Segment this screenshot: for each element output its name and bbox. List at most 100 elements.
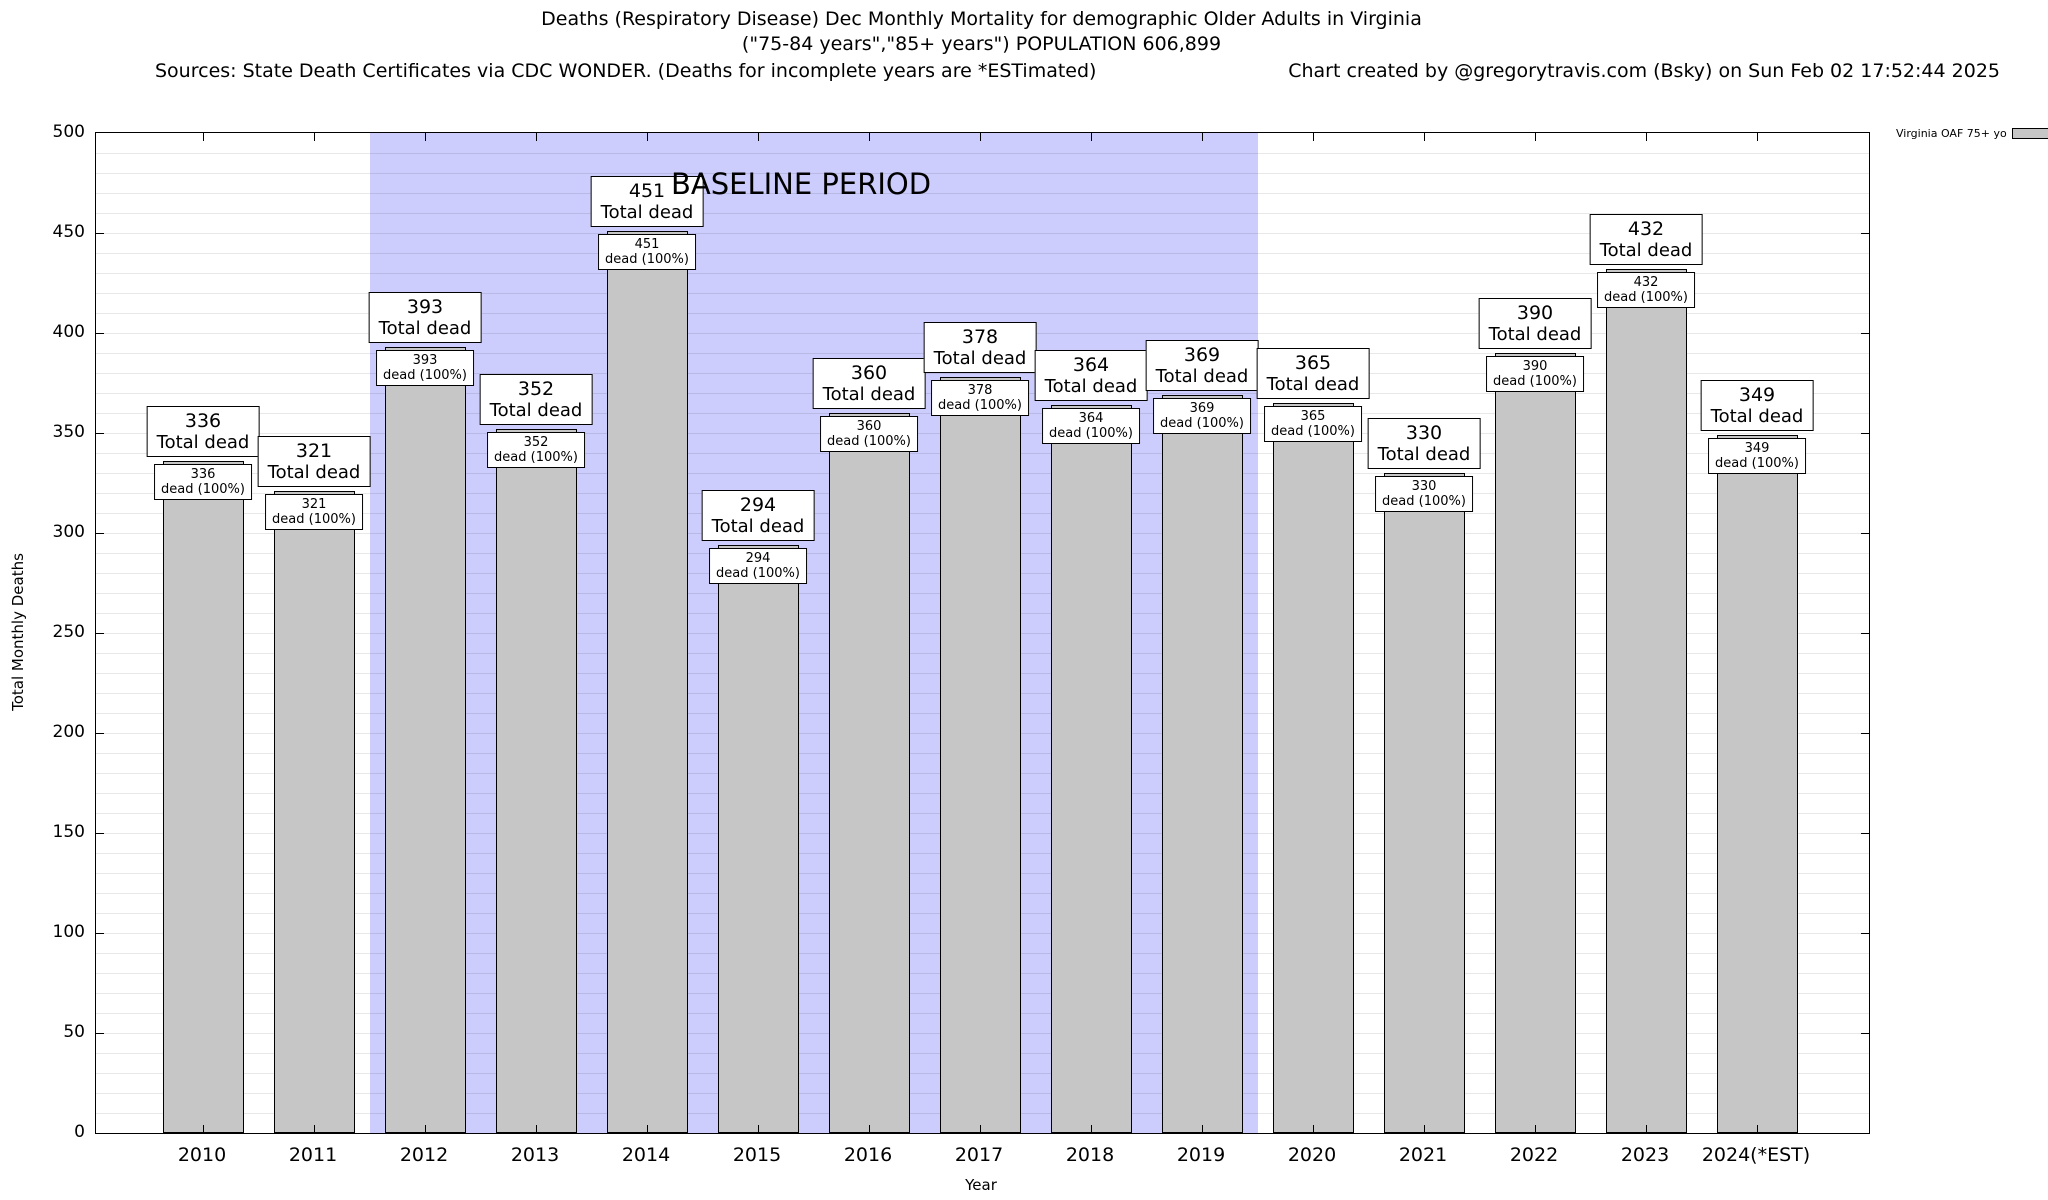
x-tick-top-2014 [647, 133, 648, 141]
bar-label-caption: Total dead [1599, 240, 1693, 261]
x-tick-bottom-2014 [647, 1125, 648, 1133]
bar-inner-value: 369 [1189, 401, 1215, 416]
y-tick-label-350: 350 [52, 422, 85, 442]
bar-inner-value: 393 [412, 353, 438, 368]
x-tick-bottom-2021 [1424, 1125, 1425, 1133]
gridline [96, 253, 1869, 254]
x-tick-bottom-2019 [1202, 1125, 1203, 1133]
y-tick-label-500: 500 [52, 122, 85, 142]
bar-inner-value: 378 [967, 383, 993, 398]
bar-inner-caption: dead (100%) [1271, 424, 1355, 439]
x-tick-label-2019: 2019 [1176, 1144, 1226, 1166]
bar-label-value: 294 [739, 494, 777, 516]
y-tick-label-0: 0 [74, 1122, 85, 1142]
bar-label-caption: Total dead [1044, 376, 1138, 397]
y-tick [96, 433, 104, 434]
x-tick-label-2018: 2018 [1065, 1144, 1115, 1166]
y-tick-label-150: 150 [52, 822, 85, 842]
x-tick-bottom-2024(*EST) [1757, 1125, 1758, 1133]
bar-inner-caption: dead (100%) [827, 434, 911, 449]
y-tick-label-300: 300 [52, 522, 85, 542]
bar-inner-value: 336 [190, 467, 216, 482]
x-tick-top-2024(*EST) [1757, 133, 1758, 141]
bar-label-2013: 352 Total dead [479, 374, 593, 425]
x-tick-label-2013: 2013 [510, 1144, 560, 1166]
bar-inner-value: 365 [1300, 409, 1326, 424]
x-tick-top-2016 [869, 133, 870, 141]
bar-inner-value: 349 [1744, 441, 1770, 456]
x-tick-bottom-2017 [980, 1125, 981, 1133]
bar-inner-caption: dead (100%) [1715, 456, 1799, 471]
bar-inner-value: 330 [1411, 479, 1437, 494]
bar-label-2010: 336 Total dead [146, 406, 260, 457]
y-tick-label-400: 400 [52, 322, 85, 342]
bar-inner-label-2011: 321 dead (100%) [265, 494, 363, 530]
x-tick-label-2012: 2012 [399, 1144, 449, 1166]
plot-area: BASELINE PERIOD 336 Total dead 336 dead (10… [95, 132, 1870, 1134]
y-tick [96, 533, 104, 534]
bar-label-value: 360 [850, 362, 888, 384]
x-tick-bottom-2013 [536, 1125, 537, 1133]
y-tick-label-250: 250 [52, 622, 85, 642]
y-tick [1861, 333, 1869, 334]
bar-label-value: 451 [628, 180, 666, 202]
y-tick-label-450: 450 [52, 222, 85, 242]
bar-label-2014: 451 Total dead [590, 176, 704, 227]
x-tick-bottom-2015 [758, 1125, 759, 1133]
y-axis-title: Total Monthly Deaths [9, 553, 27, 711]
y-tick [96, 733, 104, 734]
bar-2014 [606, 231, 688, 1133]
x-tick-top-2020 [1313, 133, 1314, 141]
gridline [96, 273, 1869, 274]
x-tick-label-2022: 2022 [1509, 1144, 1559, 1166]
bar-inner-value: 451 [634, 237, 660, 252]
bar-inner-value: 432 [1633, 275, 1659, 290]
bar-2013 [495, 429, 577, 1133]
gridline [96, 233, 1869, 234]
y-tick-label-100: 100 [52, 922, 85, 942]
y-tick-label-50: 50 [63, 1022, 85, 1042]
bar-inner-caption: dead (100%) [161, 482, 245, 497]
bar-inner-value: 352 [523, 435, 549, 450]
x-tick-label-2023: 2023 [1620, 1144, 1670, 1166]
y-tick [1861, 633, 1869, 634]
bar-inner-caption: dead (100%) [494, 450, 578, 465]
x-tick-bottom-2011 [314, 1125, 315, 1133]
y-tick [96, 933, 104, 934]
bar-label-caption: Total dead [378, 318, 472, 339]
bar-label-2016: 360 Total dead [812, 358, 926, 409]
x-tick-label-2016: 2016 [843, 1144, 893, 1166]
x-tick-label-2017: 2017 [954, 1144, 1004, 1166]
bar-2020 [1272, 403, 1354, 1133]
gridline [96, 293, 1869, 294]
bar-label-2019: 369 Total dead [1145, 340, 1259, 391]
x-tick-bottom-2023 [1646, 1125, 1647, 1133]
x-tick-label-2010: 2010 [177, 1144, 227, 1166]
bar-label-value: 336 [184, 410, 222, 432]
bar-inner-label-2010: 336 dead (100%) [154, 464, 252, 500]
x-tick-bottom-2012 [425, 1125, 426, 1133]
bar-inner-value: 294 [745, 551, 771, 566]
bar-inner-label-2014: 451 dead (100%) [598, 234, 696, 270]
bar-label-value: 390 [1516, 302, 1554, 324]
y-tick [96, 833, 104, 834]
y-tick [1861, 1033, 1869, 1034]
bar-2024(*EST) [1716, 435, 1798, 1133]
x-tick-top-2019 [1202, 133, 1203, 141]
gridline [96, 373, 1869, 374]
bar-2023 [1605, 269, 1687, 1133]
bar-inner-value: 321 [301, 497, 327, 512]
bar-label-2018: 364 Total dead [1034, 350, 1148, 401]
x-tick-bottom-2016 [869, 1125, 870, 1133]
bar-label-2023: 432 Total dead [1589, 214, 1703, 265]
bar-label-value: 393 [406, 296, 444, 318]
x-tick-top-2017 [980, 133, 981, 141]
bar-label-caption: Total dead [711, 516, 805, 537]
bar-2022 [1494, 353, 1576, 1133]
x-tick-top-2021 [1424, 133, 1425, 141]
x-tick-top-2010 [203, 133, 204, 141]
bar-2017 [939, 377, 1021, 1133]
credit-note: Chart created by @gregorytravis.com (Bsk… [1288, 60, 2000, 82]
bar-label-2012: 393 Total dead [368, 292, 482, 343]
bar-label-caption: Total dead [156, 432, 250, 453]
